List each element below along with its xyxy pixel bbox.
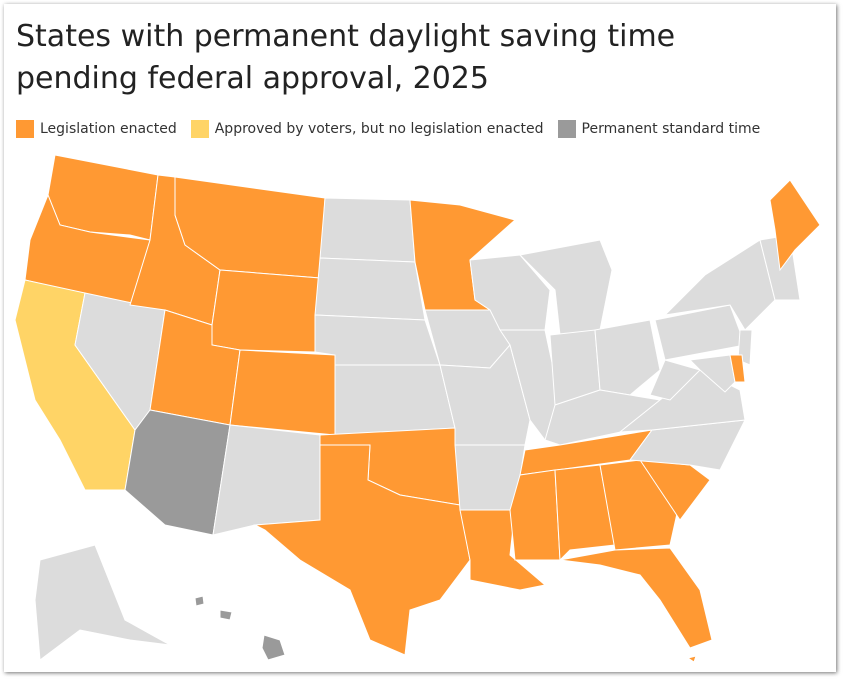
state	[314, 257, 426, 321]
state	[194, 595, 205, 607]
legend-label: Permanent standard time	[581, 121, 761, 137]
state	[319, 197, 416, 263]
legend: Legislation enacted Approved by voters, b…	[16, 120, 760, 138]
state	[559, 547, 713, 649]
legend-swatch	[557, 120, 576, 138]
title: States with permanent daylight saving ti…	[16, 19, 676, 96]
state	[261, 634, 286, 661]
legend-item: Approved by voters, but no legislation e…	[190, 120, 544, 138]
legend-item: Legislation enacted	[16, 120, 177, 138]
state	[729, 354, 746, 383]
state	[253, 444, 471, 656]
state	[594, 319, 661, 396]
legend-swatch	[190, 120, 209, 138]
state	[334, 364, 456, 436]
state	[509, 469, 561, 561]
legend-label: Legislation enacted	[40, 121, 177, 137]
state	[688, 354, 736, 393]
state	[229, 349, 336, 436]
state	[34, 544, 171, 661]
state	[544, 389, 662, 446]
state	[554, 464, 616, 562]
state	[439, 343, 531, 446]
state	[686, 655, 697, 663]
state	[618, 369, 746, 433]
legend-item: Permanent standard time	[557, 120, 761, 138]
state	[211, 269, 321, 353]
legend-label: Approved by voters, but no legislation e…	[214, 121, 544, 137]
card: States with permanent daylight saving ti…	[4, 4, 836, 672]
state	[212, 424, 321, 536]
state	[219, 609, 233, 621]
state	[769, 179, 821, 272]
map	[14, 154, 821, 663]
state	[124, 409, 231, 536]
legend-swatch	[16, 120, 34, 138]
state	[629, 419, 746, 471]
